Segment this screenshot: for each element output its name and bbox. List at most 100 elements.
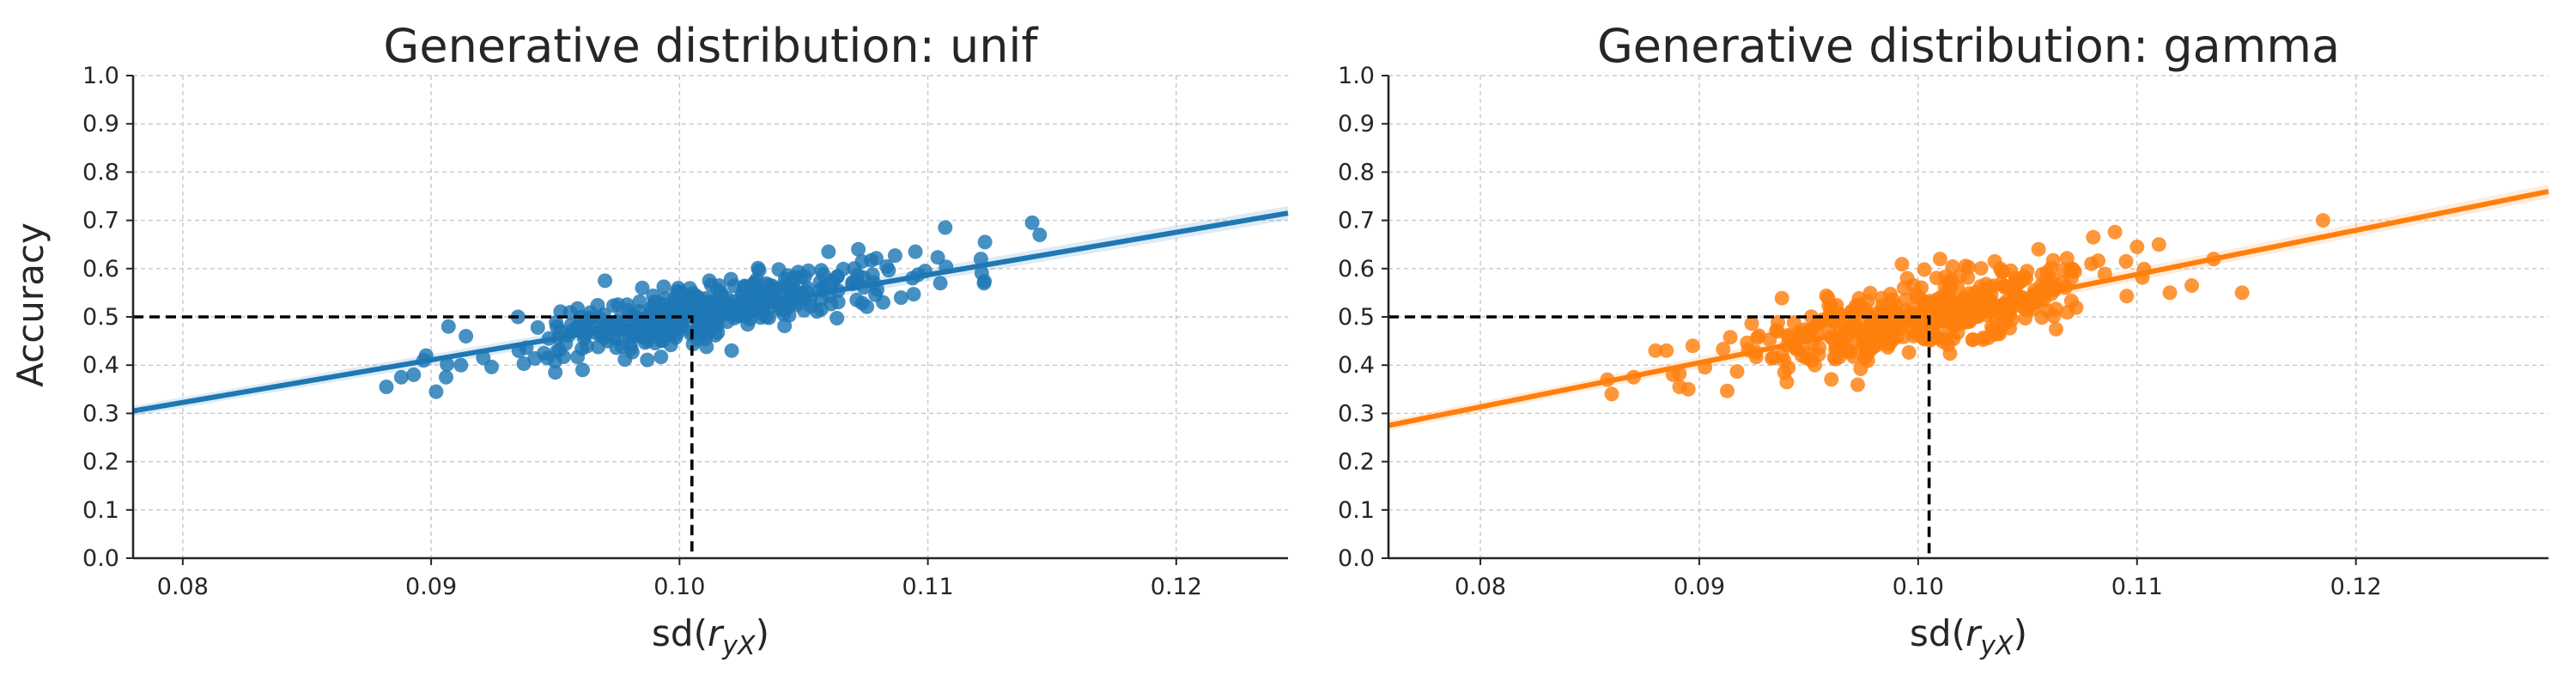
x-axis-label: sd(ryX) [1910,612,2027,661]
scatter-point [2063,294,2079,308]
scatter-point [671,290,686,306]
scatter-point [428,384,444,399]
scatter-point [772,296,787,312]
scatter-point [1941,337,1956,352]
scatter-point [575,362,590,378]
scatter-point [511,344,526,358]
y-tick-label: 0.5 [1338,304,1375,331]
scatter-point [1648,343,1663,358]
scatter-point [1765,350,1780,366]
scatter-point [830,283,846,298]
scatter-point [2049,321,2063,337]
scatter-point [2002,283,2018,297]
scatter-point [635,330,651,344]
scatter-point [1862,285,1878,301]
scatter-point [690,331,705,347]
scatter-point [1740,335,1755,350]
scatter-point [552,324,568,339]
scatter-point [1032,228,1048,242]
scatter-point [887,248,902,264]
scatter-point [656,279,671,295]
scatter-point [640,352,655,368]
scatter-point [1851,291,1867,306]
scatter-point [1024,215,1040,230]
scatter-point [632,294,647,309]
scatter-point [917,264,933,279]
scatter-point [759,309,775,325]
scatter-point [1777,353,1792,368]
scatter-point [548,365,563,380]
reference-lines [133,315,694,558]
scatter-point [1928,328,1943,344]
scatter-point [1722,330,1738,345]
scatter-point [1720,383,1735,398]
scatter-point [2315,213,2330,228]
y-tick-label: 0.9 [1338,111,1375,137]
scatter-point [2046,308,2062,324]
scatter-point [635,280,650,295]
y-tick-label: 0.8 [82,159,119,185]
scatter-point [1941,274,1957,289]
scatter-point [881,263,896,278]
y-tick-label: 0.3 [82,400,119,427]
scatter-point [440,319,456,334]
scatter-point [2234,285,2250,301]
scatter-point [1868,337,1884,353]
scatter-point [737,279,752,295]
scatter-point [1716,342,1731,357]
scatter-point [1886,303,1902,319]
scatter-point [2003,295,2019,311]
scatter-point [797,269,812,284]
scatter-point [2014,299,2030,313]
scatter-point [1930,296,1946,312]
scatter-point [2086,229,2101,245]
scatter-point [876,295,890,310]
scatter-point [1800,346,1815,362]
scatter-point [724,343,739,358]
scatter-point [1883,287,1898,301]
scatter-point [1729,364,1745,380]
x-tick-label: 0.11 [2111,574,2163,600]
scatter-point [2107,224,2123,240]
x-tick-label: 0.12 [1151,574,1202,600]
scatter-point [623,337,638,352]
panel-gamma: 0.08 0.09 0.10 0.11 0.12 0.00.10.20.30.40.50… [1338,19,2549,661]
scatter-point [606,298,622,313]
scatter-point [738,300,754,315]
scatter-point [439,369,453,385]
scatter-point [1899,271,1915,286]
scatter-point [2162,285,2178,301]
scatter-point [1811,347,1826,362]
scatter-point [1842,326,1856,342]
scatter-point [1973,261,1989,276]
scatter-point [821,244,836,259]
scatter-point [639,316,654,331]
scatter-point [684,304,700,319]
scatter-point [1969,308,1984,324]
scatter-point [1898,293,1913,307]
scatter-point [1665,367,1680,382]
scatter-point [1891,315,1906,331]
scatter-point [476,350,491,366]
scatter-point [1810,316,1826,331]
scatter-point [2091,253,2105,269]
scatter-point [1850,377,1865,392]
scatter-point [720,314,735,330]
y-tick-label: 1.0 [82,63,119,89]
x-axis-label: sd(ryX) [652,612,769,661]
scatter-point [550,344,564,359]
scatter-point [1769,323,1784,338]
scatter-point [1901,344,1917,360]
scatter-point [2031,241,2046,257]
scatter-point [1774,290,1789,306]
y-tick-label: 0.3 [1338,400,1375,427]
scatter-point [869,251,884,266]
scatter-point [1844,303,1859,319]
reference-lines [1388,315,1931,558]
scatter-points [379,215,1048,399]
scatter-point [2056,263,2071,278]
scatter-point [576,331,592,346]
scatter-point [756,288,772,302]
scatter-point [1604,386,1619,402]
reference-line [1388,315,1931,558]
